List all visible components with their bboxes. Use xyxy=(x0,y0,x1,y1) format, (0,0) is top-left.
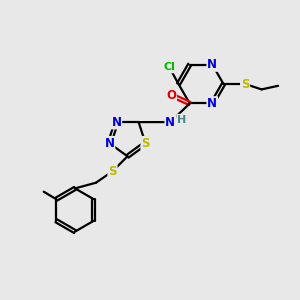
Text: S: S xyxy=(241,77,249,91)
Text: Cl: Cl xyxy=(164,62,175,73)
Text: N: N xyxy=(165,116,175,129)
Text: S: S xyxy=(141,137,150,150)
Text: N: N xyxy=(207,97,217,110)
Text: S: S xyxy=(108,165,117,178)
Text: N: N xyxy=(104,137,115,150)
Text: O: O xyxy=(166,88,176,102)
Text: H: H xyxy=(177,115,186,125)
Text: N: N xyxy=(207,58,217,71)
Text: N: N xyxy=(111,116,122,129)
